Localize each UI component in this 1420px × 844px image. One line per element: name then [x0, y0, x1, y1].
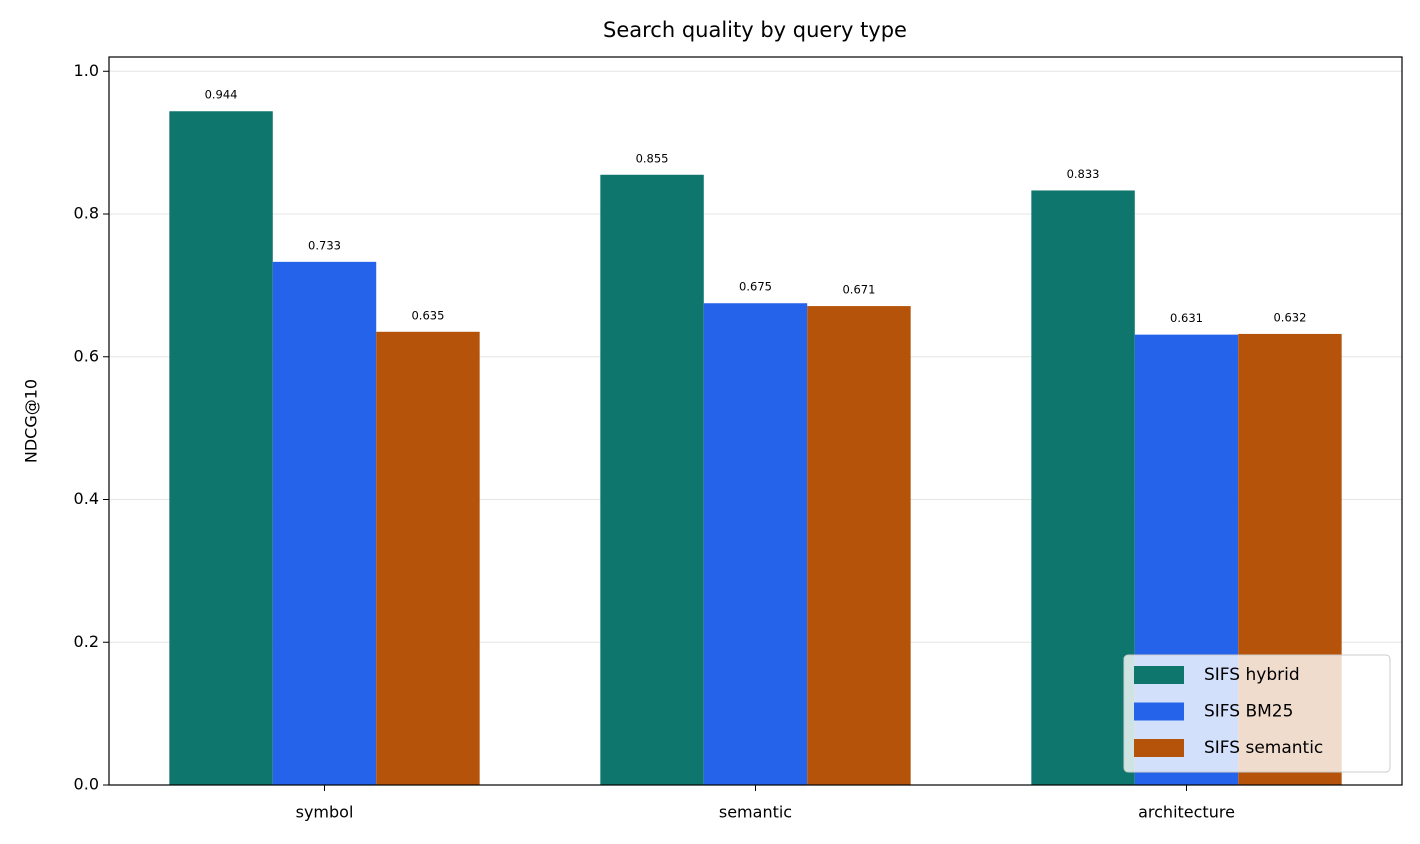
x-tick-label: semantic — [719, 803, 792, 822]
legend-swatch — [1134, 666, 1184, 684]
y-tick-label: 0.6 — [74, 346, 99, 365]
value-label: 0.631 — [1170, 311, 1203, 325]
legend-label: SIFS BM25 — [1204, 702, 1293, 722]
value-label: 0.635 — [411, 308, 444, 322]
y-tick-label: 1.0 — [74, 61, 99, 80]
bar — [376, 331, 480, 785]
bar — [807, 306, 911, 785]
bar — [169, 111, 273, 785]
bar — [272, 261, 377, 785]
legend-label: SIFS hybrid — [1204, 665, 1300, 685]
value-label: 0.675 — [739, 280, 772, 294]
value-label: 0.632 — [1273, 310, 1306, 324]
value-label: 0.733 — [308, 238, 341, 252]
chart-title: Search quality by query type — [603, 18, 907, 42]
y-tick-label: 0.0 — [74, 775, 99, 794]
x-tick-label: symbol — [296, 803, 354, 822]
bar — [1031, 190, 1135, 785]
bar — [703, 303, 808, 785]
legend-box — [1123, 654, 1391, 773]
value-label: 0.944 — [205, 88, 238, 102]
value-label: 0.833 — [1067, 167, 1100, 181]
x-tick-label: architecture — [1138, 803, 1235, 822]
value-label: 0.671 — [842, 283, 875, 297]
legend-label: SIFS semantic — [1204, 738, 1323, 758]
bar — [600, 174, 704, 785]
y-axis-label: NDCG@10 — [22, 379, 41, 463]
y-tick-label: 0.4 — [74, 489, 99, 508]
y-tick-label: 0.2 — [74, 632, 99, 651]
legend-swatch — [1134, 739, 1184, 757]
y-tick-label: 0.8 — [74, 204, 99, 223]
plot-frame — [108, 56, 1403, 786]
legend-swatch — [1134, 702, 1184, 721]
value-label: 0.855 — [636, 151, 669, 165]
